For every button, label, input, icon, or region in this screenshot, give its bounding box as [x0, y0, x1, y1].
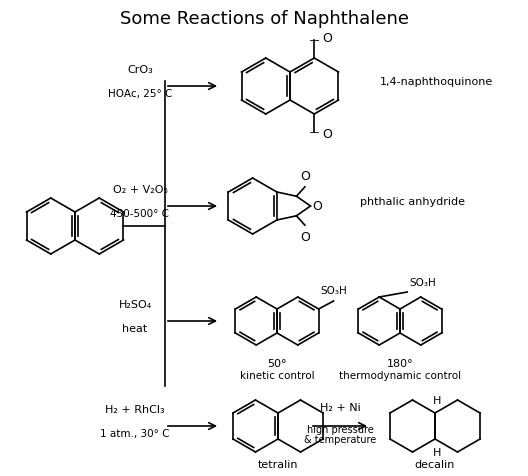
Text: & temperature: & temperature	[304, 434, 376, 444]
Text: H₂ + RhCl₃: H₂ + RhCl₃	[105, 404, 165, 414]
Text: tetralin: tetralin	[258, 459, 298, 469]
Text: O: O	[300, 231, 310, 244]
Text: SO₃H: SO₃H	[320, 286, 347, 296]
Text: thermodynamic control: thermodynamic control	[339, 370, 461, 380]
Text: O: O	[313, 200, 322, 213]
Text: 450-500° C: 450-500° C	[110, 208, 169, 218]
Text: H: H	[433, 395, 441, 405]
Text: O: O	[322, 32, 332, 45]
Text: O: O	[322, 128, 332, 141]
Text: heat: heat	[122, 323, 148, 333]
Text: high pressure: high pressure	[307, 424, 373, 434]
Text: kinetic control: kinetic control	[240, 370, 314, 380]
Text: SO₃H: SO₃H	[409, 278, 436, 288]
Text: H₂ + Ni: H₂ + Ni	[319, 402, 361, 412]
Text: Some Reactions of Naphthalene: Some Reactions of Naphthalene	[119, 10, 409, 28]
Text: HOAc, 25° C: HOAc, 25° C	[108, 89, 172, 99]
Text: O₂ + V₂O₅: O₂ + V₂O₅	[112, 185, 167, 195]
Text: 1,4-naphthoquinone: 1,4-naphthoquinone	[380, 77, 493, 87]
Text: H: H	[433, 447, 441, 457]
Text: CrO₃: CrO₃	[127, 65, 153, 75]
Text: phthalic anhydride: phthalic anhydride	[360, 197, 465, 207]
Text: O: O	[300, 169, 310, 182]
Text: decalin: decalin	[415, 459, 455, 469]
Text: 50°: 50°	[267, 358, 287, 368]
Text: H₂SO₄: H₂SO₄	[118, 299, 152, 309]
Text: 180°: 180°	[386, 358, 413, 368]
Text: 1 atm., 30° C: 1 atm., 30° C	[100, 428, 169, 438]
